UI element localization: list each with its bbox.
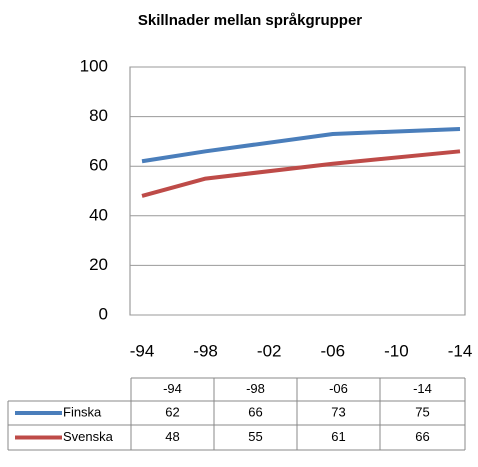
- x-tick-label: -14: [448, 341, 473, 360]
- y-tick-label: 20: [89, 255, 108, 274]
- table-header: -98: [246, 381, 265, 396]
- y-tick-label: 100: [80, 56, 108, 75]
- table-header: -14: [413, 381, 432, 396]
- plot-frame: [129, 66, 466, 316]
- y-tick-label: 80: [89, 106, 108, 125]
- chart-title: Skillnader mellan språkgrupper: [138, 12, 362, 29]
- x-tick-label: -10: [384, 341, 409, 360]
- x-tick-label: -98: [193, 341, 218, 360]
- table-value: 61: [331, 429, 345, 444]
- x-tick-label: -94: [130, 341, 155, 360]
- y-tick-label: 60: [89, 156, 108, 175]
- series-line: [141, 149, 461, 198]
- series-line: [141, 127, 461, 164]
- table-value: 66: [415, 429, 429, 444]
- table-header: -94: [163, 381, 182, 396]
- table-value: 62: [165, 404, 179, 419]
- legend-label: Finska: [63, 404, 102, 419]
- table-value: 75: [415, 404, 429, 419]
- legend-label: Svenska: [63, 429, 114, 444]
- y-tick-label: 40: [89, 205, 108, 224]
- table-value: 73: [331, 404, 345, 419]
- table-value: 66: [248, 404, 262, 419]
- x-tick-label: -02: [257, 341, 282, 360]
- x-tick-label: -06: [321, 341, 346, 360]
- table-header: -06: [329, 381, 348, 396]
- y-tick-label: 0: [99, 304, 108, 323]
- table-value: 48: [165, 429, 179, 444]
- table-value: 55: [248, 429, 262, 444]
